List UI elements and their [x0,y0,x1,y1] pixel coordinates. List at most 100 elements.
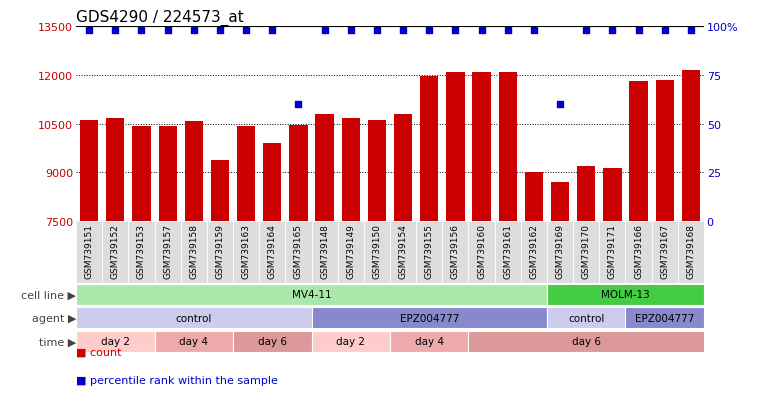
Point [135,27,148,34]
Point [292,102,304,108]
Bar [368,120,386,222]
Point [188,27,200,34]
Bar [525,173,543,222]
Bar [285,222,311,283]
Text: GSM739164: GSM739164 [268,223,277,278]
Point [371,27,383,34]
Point [397,27,409,34]
Bar [311,308,547,329]
Text: GSM739168: GSM739168 [686,223,696,278]
Bar [682,71,700,222]
Point [607,27,619,34]
Bar [102,222,129,283]
Point [658,27,670,34]
Text: GSM739160: GSM739160 [477,223,486,278]
Bar [76,308,311,329]
Point [528,27,540,34]
Text: GSM739149: GSM739149 [346,223,355,278]
Bar [573,222,600,283]
Bar [577,166,595,222]
Text: time ▶: time ▶ [39,337,76,347]
Bar [469,222,495,283]
Bar [521,222,547,283]
Text: GSM739153: GSM739153 [137,223,146,278]
Point [580,27,592,34]
Text: GSM739169: GSM739169 [556,223,565,278]
Bar [338,222,364,283]
Bar [263,144,282,222]
Point [214,27,226,34]
Bar [420,77,438,222]
Bar [394,115,412,222]
Text: control: control [176,313,212,323]
Text: GSM739158: GSM739158 [189,223,199,278]
Bar [364,222,390,283]
Bar [547,222,573,283]
Point [632,27,645,34]
Point [110,27,122,34]
Text: day 6: day 6 [258,337,287,347]
Bar [185,122,203,222]
Point [319,27,331,34]
Text: day 4: day 4 [180,337,209,347]
Text: GSM739166: GSM739166 [634,223,643,278]
Text: GSM739152: GSM739152 [111,223,119,278]
Bar [289,126,307,222]
Bar [76,284,547,305]
Text: GSM739159: GSM739159 [215,223,224,278]
Bar [390,331,469,352]
Bar [233,331,311,352]
Text: EPZ004777: EPZ004777 [400,313,459,323]
Point [685,27,697,34]
Text: cell line ▶: cell line ▶ [21,290,76,300]
Bar [316,115,334,222]
Text: GDS4290 / 224573_at: GDS4290 / 224573_at [76,9,244,26]
Bar [446,73,464,222]
Bar [154,331,233,352]
Bar [233,222,260,283]
Bar [76,331,154,352]
Text: ■ count: ■ count [76,347,122,357]
Text: day 4: day 4 [415,337,444,347]
Bar [651,222,678,283]
Bar [655,81,673,222]
Text: GSM739170: GSM739170 [581,223,591,278]
Bar [547,284,704,305]
Text: GSM739151: GSM739151 [84,223,94,278]
Text: GSM739157: GSM739157 [163,223,172,278]
Point [266,27,279,34]
Bar [390,222,416,283]
Bar [154,222,181,283]
Point [345,27,357,34]
Text: GSM739165: GSM739165 [294,223,303,278]
Bar [678,222,704,283]
Bar [342,119,360,222]
Text: ■ percentile rank within the sample: ■ percentile rank within the sample [76,375,278,385]
Text: GSM739161: GSM739161 [503,223,512,278]
Bar [237,126,255,222]
Point [83,27,95,34]
Point [240,27,252,34]
Point [554,102,566,108]
Text: GSM739155: GSM739155 [425,223,434,278]
Bar [260,222,285,283]
Bar [129,222,154,283]
Bar [498,73,517,222]
Bar [495,222,521,283]
Point [161,27,174,34]
Text: day 2: day 2 [101,337,130,347]
Bar [416,222,442,283]
Text: day 2: day 2 [336,337,365,347]
Bar [158,126,177,222]
Bar [629,81,648,222]
Bar [76,222,102,283]
Text: EPZ004777: EPZ004777 [635,313,694,323]
Point [501,27,514,34]
Text: GSM739154: GSM739154 [399,223,408,278]
Text: MV4-11: MV4-11 [291,290,331,300]
Text: day 6: day 6 [572,337,600,347]
Point [449,27,461,34]
Bar [473,73,491,222]
Text: GSM739150: GSM739150 [372,223,381,278]
Bar [211,161,229,222]
